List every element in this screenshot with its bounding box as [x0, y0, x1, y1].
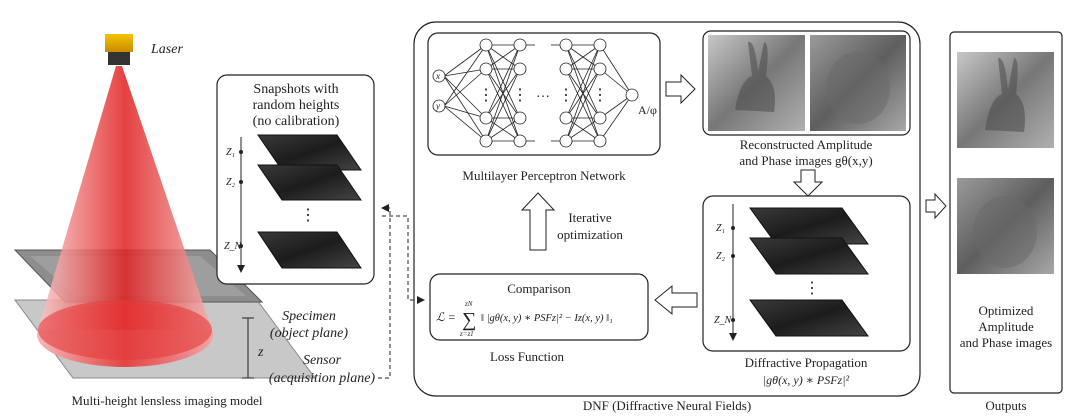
snapshots-title-2: random heights [253, 98, 340, 113]
arrow-diffractive-to-loss [654, 284, 698, 316]
height-symbol: z [257, 345, 264, 360]
diffractive-formula: |gθ(x, y) ∗ PSFz|² [763, 373, 850, 387]
arrow-dnf-to-outputs [925, 192, 947, 220]
diffractive-panel: Z₁ Z₂ Z_N ⋮ Diffractive Propagation |gθ(… [702, 195, 911, 387]
diffractive-height-label-n: Z_N [714, 315, 733, 326]
comparison-box [429, 273, 649, 341]
snapshot-image-2 [257, 164, 362, 201]
loss-formula-body: ‖ |gθ(x, y) ∗ PSFz|² − Iz(x, y) ‖₁ [481, 313, 613, 324]
diffractive-image-2 [749, 237, 869, 275]
diffractive-ellipsis: ⋮ [804, 280, 820, 297]
iterative-label-2: optimization [557, 227, 623, 242]
mlp-vdots-4: ⋮ [592, 87, 608, 104]
snapshot-ellipsis: ⋮ [300, 207, 316, 224]
snapshot-height-label-n: Z_N [224, 241, 243, 252]
dog-face-output [973, 196, 1037, 268]
mlp-network [432, 38, 639, 148]
hare-silhouette-output [985, 57, 1025, 133]
specimen-sublabel: (object plane) [270, 326, 348, 341]
snapshot-height-dot-2 [239, 180, 243, 184]
dnf-caption: DNF (Diffractive Neural Fields) [583, 398, 751, 413]
reconstructed-caption-2: and Phase images gθ(x,y) [739, 153, 872, 168]
mlp-vdots-2: ⋮ [512, 87, 528, 104]
mlp-hdots: … [536, 86, 550, 101]
reconstructed-caption-1: Reconstructed Amplitude [740, 137, 873, 152]
mlp-input-node-y [432, 99, 446, 113]
imaging-model: Laser z Specimen (object plane) Sensor (… [13, 34, 375, 408]
arrow-mlp-to-recon [665, 73, 696, 105]
diffractive-height-dot-n [731, 318, 735, 322]
sensor-label: Sensor [303, 353, 342, 368]
snapshot-image-1 [257, 134, 362, 171]
mlp-caption: Multilayer Perceptron Network [462, 168, 626, 183]
outputs-label-3: and Phase images [960, 335, 1052, 350]
diffractive-caption: Diffractive Propagation [745, 355, 868, 370]
mlp-input-x: x [435, 71, 440, 81]
mlp-vdots-1: ⋮ [478, 87, 494, 104]
diffractive-height-dot-2 [731, 254, 735, 258]
diffractive-height-dot-1 [731, 226, 735, 230]
outputs-label-1: Optimized [979, 303, 1034, 318]
snapshot-image-n [257, 231, 362, 269]
hare-silhouette-amp [735, 41, 775, 112]
diffractive-height-label-2: Z₂ [716, 251, 726, 262]
outputs-label-2: Amplitude [978, 319, 1034, 334]
mlp-panel: x y ⋮ ⋮ ⋮ ⋮ … A/φ Multilayer Perceptron … [427, 32, 661, 183]
laser-nozzle [108, 52, 130, 65]
comparison-title: Comparison [507, 281, 571, 296]
loss-panel: Comparison ℒ = ∑ zN z=z1 ‖ |gθ(x, y) ∗ P… [429, 273, 649, 364]
dashed-connector-up [378, 204, 391, 379]
loss-sum-symbol: ∑ [462, 309, 476, 331]
dog-face-phase [826, 52, 890, 124]
mlp-vdots-3: ⋮ [558, 87, 574, 104]
dashed-connector-to-loss [382, 215, 425, 304]
light-cone [38, 66, 212, 330]
laser-label: Laser [150, 42, 183, 57]
mlp-output-node [625, 88, 639, 102]
loss-sum-bottom: z=z1 [459, 330, 474, 338]
snapshots-panel: Snapshots with random heights (no calibr… [216, 74, 375, 285]
light-cone-bottom [38, 300, 212, 360]
imaging-caption: Multi-height lensless imaging model [71, 393, 262, 408]
snapshot-height-label-1: Z₁ [226, 147, 235, 158]
loss-sum-top: zN [464, 300, 473, 308]
mlp-input-y: y [435, 101, 440, 111]
arrow-loss-to-mlp [520, 192, 556, 251]
outputs-panel: Optimized Amplitude and Phase images [949, 31, 1063, 394]
specimen-label: Specimen [282, 309, 336, 324]
snapshot-height-label-2: Z₂ [226, 177, 236, 188]
mlp-output-label: A/φ [638, 103, 657, 117]
diffractive-image-n [749, 299, 869, 337]
iterative-label-1: Iterative [568, 210, 612, 225]
snapshots-title-3: (no calibration) [253, 114, 340, 129]
loss-formula-lhs: ℒ = [436, 310, 456, 324]
reconstructed-panel: Reconstructed Amplitude and Phase images… [702, 30, 911, 168]
outputs-caption: Outputs [985, 398, 1026, 413]
diffractive-image-1 [749, 207, 869, 245]
dnf-box [413, 21, 921, 397]
arrow-recon-to-diffractive [792, 169, 824, 197]
laser-body [105, 34, 133, 52]
loss-caption: Loss Function [490, 349, 565, 364]
diffractive-height-label-1: Z₁ [716, 223, 725, 234]
sensor-sublabel: (acquisition plane) [269, 371, 375, 386]
snapshots-title-1: Snapshots with [253, 82, 338, 97]
mlp-input-node-x [432, 69, 446, 83]
snapshot-height-dot-n [239, 244, 243, 248]
snapshot-height-dot-1 [239, 150, 243, 154]
